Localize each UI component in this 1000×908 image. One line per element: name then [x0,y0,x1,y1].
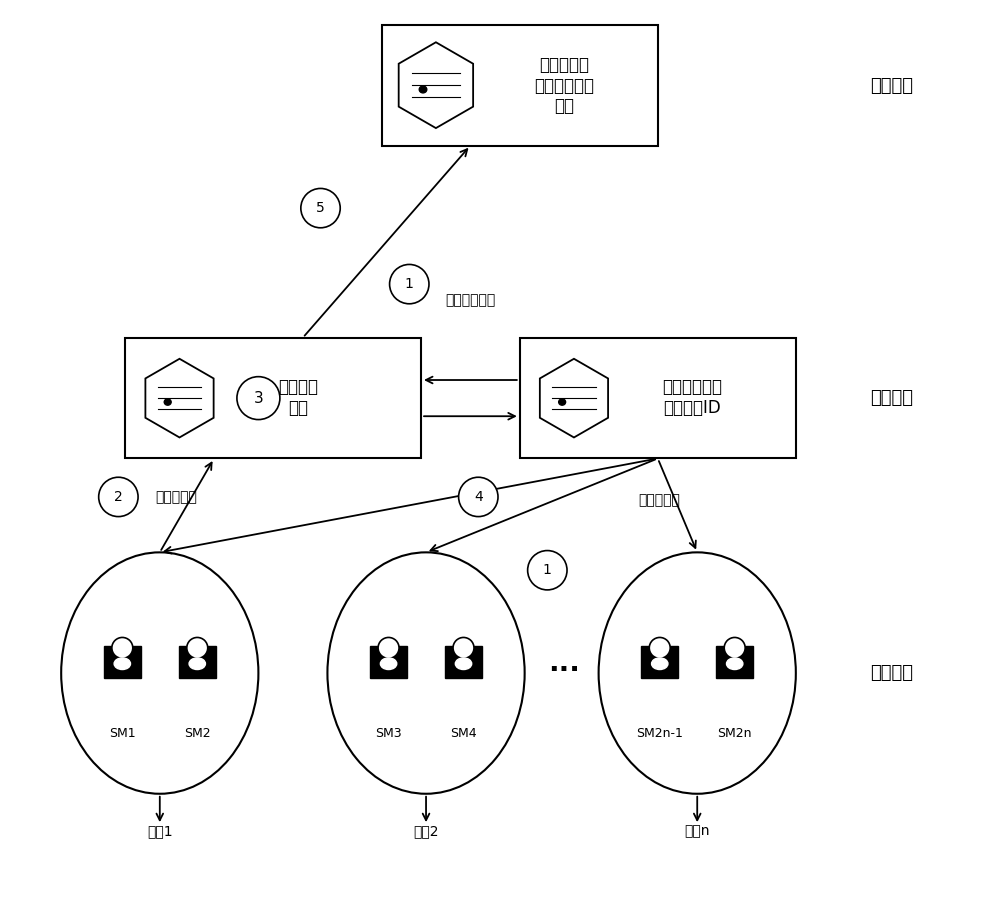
Bar [370,646,407,678]
Text: SM2: SM2 [184,727,211,740]
Ellipse shape [726,658,743,669]
Ellipse shape [237,377,280,419]
Text: 密钥分配器: 密钥分配器 [638,493,680,508]
Text: SM4: SM4 [450,727,477,740]
Text: 绘制负荷曲
线，制定调度
策略: 绘制负荷曲 线，制定调度 策略 [534,55,594,115]
Text: 微组2: 微组2 [413,824,439,838]
Text: 1: 1 [543,563,552,577]
Ellipse shape [61,552,258,794]
Text: 微组1: 微组1 [147,824,173,838]
Ellipse shape [189,658,205,669]
Bar [445,646,482,678]
Text: 微组n: 微组n [684,824,710,838]
Circle shape [419,86,427,93]
Ellipse shape [649,637,670,658]
Ellipse shape [724,637,745,658]
Text: 电网调度中心: 电网调度中心 [446,293,496,307]
Ellipse shape [301,189,340,228]
Text: ···: ··· [548,656,580,685]
Polygon shape [145,359,214,438]
Text: SM2n-1: SM2n-1 [636,727,683,740]
Ellipse shape [459,478,498,517]
Ellipse shape [112,637,133,658]
Bar [382,25,658,145]
Ellipse shape [390,264,429,304]
Text: SM1: SM1 [109,727,136,740]
Bar [520,338,796,459]
Ellipse shape [453,637,474,658]
Text: 数据采集: 数据采集 [870,664,913,682]
Text: 4: 4 [474,490,483,504]
Ellipse shape [114,658,131,669]
Bar [179,646,216,678]
Bar [641,646,678,678]
Ellipse shape [380,658,397,669]
Ellipse shape [378,637,399,658]
Text: 密文集成器: 密文集成器 [155,490,197,504]
Text: 3: 3 [254,390,263,406]
Polygon shape [399,43,473,128]
Bar [104,646,141,678]
Text: 5: 5 [316,201,325,215]
Text: SM3: SM3 [375,727,402,740]
Circle shape [559,399,566,405]
Ellipse shape [599,552,796,794]
Text: 2: 2 [114,490,123,504]
Ellipse shape [528,550,567,590]
Bar [716,646,753,678]
Text: 为每一个用户
分配两个ID: 为每一个用户 分配两个ID [662,379,722,417]
Bar [125,338,421,459]
Ellipse shape [652,658,668,669]
Text: 分析调度: 分析调度 [870,76,913,94]
Ellipse shape [187,637,208,658]
Ellipse shape [327,552,525,794]
Ellipse shape [99,478,138,517]
Ellipse shape [455,658,472,669]
Text: 集成解密: 集成解密 [870,389,913,407]
Text: 带有容错
功能: 带有容错 功能 [278,379,318,417]
Text: 1: 1 [405,277,414,291]
Text: SM2n: SM2n [717,727,752,740]
Circle shape [164,399,171,405]
Polygon shape [540,359,608,438]
